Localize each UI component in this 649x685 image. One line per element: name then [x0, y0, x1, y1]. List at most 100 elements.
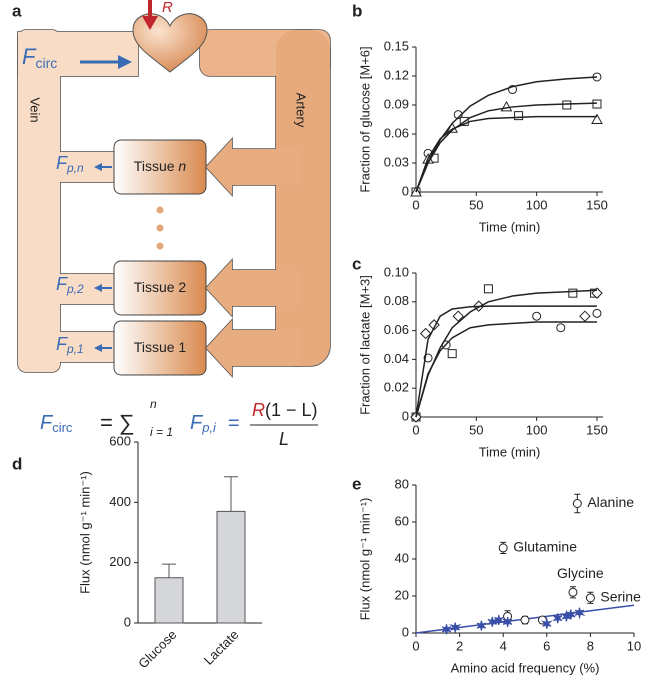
x-axis-label: Amino acid frequency (%) [451, 660, 600, 675]
point [502, 616, 513, 628]
x-tick-label: 10 [627, 638, 641, 653]
heart [132, 13, 208, 73]
y-tick-label: 0.02 [384, 380, 409, 395]
bar [154, 577, 184, 624]
fit-line [415, 289, 598, 418]
point [419, 327, 432, 340]
symbol: F [190, 412, 204, 434]
chart: b 0 0.03 0.06 0.09 0.12 0.15 0 50 100 150 Fraction … [352, 1, 608, 234]
point-label: Alanine [587, 494, 634, 510]
bar [216, 510, 246, 624]
fit-line [415, 115, 597, 193]
point [441, 624, 452, 635]
y-tick-label: 20 [395, 587, 409, 602]
y-tick-label: 0.09 [384, 96, 409, 111]
fit-line [415, 321, 597, 418]
tissue-label: Tissue 1 [134, 339, 187, 355]
eq-equals: = [228, 412, 240, 434]
point [585, 593, 595, 603]
point [573, 607, 586, 620]
y-tick-label: 0.03 [384, 154, 409, 169]
tissue-label: Tissue 2 [134, 279, 187, 295]
y-tick-label: 0 [124, 614, 131, 629]
subscript: circ [52, 420, 73, 435]
flux-arrowhead [94, 284, 102, 292]
tissue-name: Tissue [134, 339, 175, 355]
fcirc-arrowhead [118, 55, 132, 69]
input-label: R [162, 0, 173, 16]
y-tick-label: 0 [402, 624, 409, 639]
point [498, 543, 508, 553]
eq-numerator: R(1 − L) [252, 400, 318, 420]
tissue-index: 2 [178, 279, 186, 295]
point [500, 100, 513, 112]
symbol: F [22, 44, 37, 69]
input-arrowhead [142, 16, 158, 30]
y-axis-label: Flux (nmol g⁻¹ min⁻¹) [357, 498, 372, 621]
x-tick-label: 50 [469, 197, 483, 212]
panel-label: a [12, 1, 22, 20]
x-tick-label: 150 [586, 197, 608, 212]
chart: e 0 20 40 60 80 0 2 4 6 8 10 Flux (nmol g⁻¹ min⁻¹) Am… [352, 474, 641, 675]
tissue-name: Tissue [134, 158, 175, 174]
panel-label: d [12, 454, 22, 473]
y-tick-label: 0.12 [384, 67, 409, 82]
flux-label: Fp,n [56, 153, 84, 175]
error-bar [224, 476, 238, 512]
y-tick-label: 40 [395, 550, 409, 565]
tissue-index: n [178, 158, 186, 174]
point [449, 622, 462, 633]
eq-sum-upper: n [150, 397, 157, 411]
point [532, 311, 542, 321]
vein-label: Vein [28, 97, 43, 122]
flux-arrowhead [94, 163, 102, 171]
subscript: p,2 [66, 282, 84, 296]
x-tick-label: Glucose [135, 627, 179, 671]
point [476, 620, 487, 631]
point [592, 308, 602, 318]
tissue-box [113, 139, 207, 195]
y-tick-label: 0.15 [384, 38, 409, 53]
fcirc-label: Fcirc [22, 44, 57, 71]
error-bar [162, 563, 176, 578]
flux-arrowhead [94, 344, 102, 352]
symbol: F [40, 412, 54, 434]
y-tick-label: 0.04 [384, 351, 409, 366]
eq-term: Fp,i [190, 412, 217, 435]
point [591, 113, 603, 124]
point [579, 310, 591, 322]
chart: c 0 0.02 0.04 0.06 0.08 0.10 0 50 100 150 Fraction … [352, 254, 608, 459]
diagram: a R Fci [12, 0, 331, 449]
x-tick-label: 0 [412, 638, 419, 653]
fit-line [415, 76, 598, 193]
x-axis-label: Time (min) [479, 444, 541, 459]
point [483, 284, 493, 294]
x-tick-label: 150 [586, 422, 608, 437]
point-label: Serine [600, 589, 641, 605]
y-tick-label: 80 [395, 476, 409, 491]
panel-label: c [352, 254, 361, 273]
x-tick-label: 0 [412, 422, 419, 437]
subscript: p,n [66, 161, 84, 175]
y-axis-label: Flux (nmol g⁻¹ min⁻¹) [77, 471, 92, 594]
y-axis-label: Fraction of lactate [M+3] [357, 275, 372, 415]
artery-label: Artery [294, 93, 309, 128]
subscript: p,1 [66, 342, 84, 356]
x-tick-label: 100 [526, 197, 548, 212]
point [568, 587, 578, 597]
tissue-index: 1 [178, 339, 186, 355]
charts: b00.030.060.090.120.150 50 100 150Fraction … [12, 1, 641, 675]
flux-label: Fp,2 [56, 274, 84, 296]
ellipsis-dots [156, 206, 164, 250]
x-tick-label: Lactate [201, 627, 242, 668]
eq-denominator: L [279, 429, 289, 449]
symbol: F [56, 153, 68, 173]
point [447, 349, 457, 359]
point [520, 615, 530, 625]
tissue-name: Tissue [134, 279, 175, 295]
x-tick-label: 6 [543, 638, 550, 653]
eq-lhs: Fcirc [40, 412, 73, 435]
point [452, 310, 464, 322]
y-tick-label: 600 [109, 433, 131, 448]
